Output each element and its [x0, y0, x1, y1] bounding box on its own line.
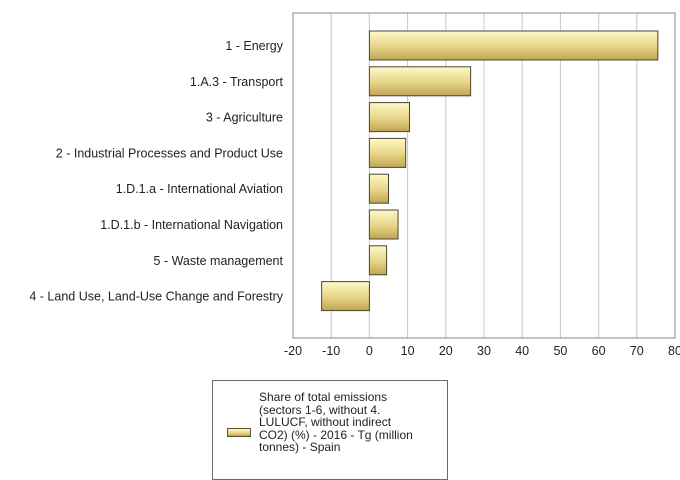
x-tick-label: 60 — [592, 344, 606, 358]
category-label: 4 - Land Use, Land-Use Change and Forest… — [29, 290, 283, 304]
x-tick-label: 10 — [401, 344, 415, 358]
bar — [368, 245, 388, 276]
x-tick-label: 40 — [515, 344, 529, 358]
category-label: 1.A.3 - Transport — [190, 75, 284, 89]
legend-swatch — [227, 428, 251, 437]
category-label: 2 - Industrial Processes and Product Use — [56, 146, 283, 160]
x-tick-label: 80 — [668, 344, 680, 358]
category-label: 5 - Waste management — [154, 254, 284, 268]
category-label: 1 - Energy — [225, 39, 283, 53]
legend-label: Share of total emissions (sectors 1-6, w… — [259, 390, 413, 454]
x-tick-label: 50 — [553, 344, 567, 358]
category-labels: 1 - Energy 1.A.3 - Transport 3 - Agricultu… — [29, 39, 283, 304]
x-tick-label: 70 — [630, 344, 644, 358]
category-label: 3 - Agriculture — [206, 111, 283, 125]
x-tick-label: -20 — [284, 344, 302, 358]
category-label: 1.D.1.b - International Navigation — [100, 218, 283, 232]
x-tick-label: 30 — [477, 344, 491, 358]
x-tick-label: 0 — [366, 344, 373, 358]
category-label: 1.D.1.a - International Aviation — [116, 182, 283, 196]
bars — [321, 30, 659, 312]
bar-chart: 1 - Energy 1.A.3 - Transport 3 - Agricultu… — [29, 12, 680, 358]
bar — [368, 173, 389, 204]
plot-area-border — [292, 12, 676, 339]
bar — [368, 137, 407, 168]
x-tick-label: -10 — [322, 344, 340, 358]
bar — [368, 66, 472, 97]
bar — [321, 281, 370, 312]
x-tick-label: 20 — [439, 344, 453, 358]
bar — [368, 209, 399, 240]
bar — [368, 102, 411, 133]
bar — [368, 30, 659, 61]
x-axis-tick-labels: -20 -10 0 10 20 30 40 50 60 70 80 — [284, 344, 680, 358]
legend: Share of total emissions (sectors 1-6, w… — [212, 380, 448, 480]
